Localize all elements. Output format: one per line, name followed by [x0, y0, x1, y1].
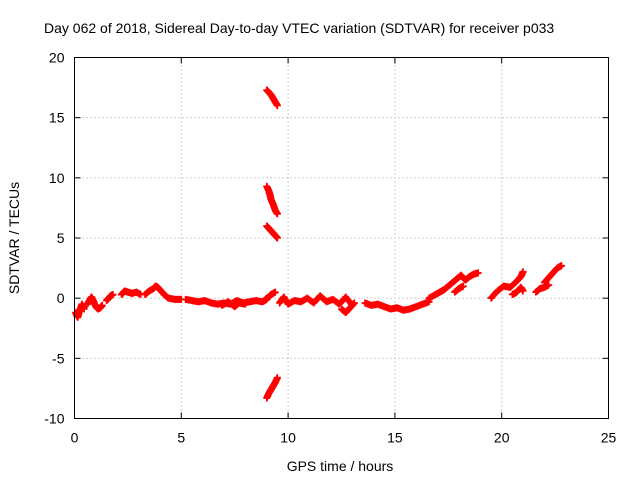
data-point [80, 305, 88, 313]
x-tick-label: 5 [177, 430, 185, 446]
grid-lines [74, 57, 609, 419]
data-point [273, 234, 281, 242]
data-point [459, 282, 467, 290]
data-point [519, 268, 527, 276]
data-point [98, 301, 106, 309]
data-point [109, 291, 117, 299]
x-tick-label: 0 [71, 430, 79, 446]
x-tick-label: 15 [387, 430, 403, 446]
chart-title: Day 062 of 2018, Sidereal Day-to-day VTE… [44, 20, 554, 36]
data-points [72, 86, 566, 402]
plot-border [74, 57, 609, 419]
y-tick-label: 10 [49, 170, 65, 186]
x-tick-labels: 0 5 10 15 20 25 [71, 430, 617, 446]
data-point [241, 300, 249, 308]
data-point [350, 299, 358, 307]
data-point [474, 269, 482, 277]
y-tick-label: 20 [49, 50, 65, 66]
y-tick-label: -5 [52, 350, 65, 366]
data-point [273, 102, 281, 110]
y-tick-labels: -10 -5 0 5 10 15 20 [44, 50, 64, 427]
x-tick-label: 25 [601, 430, 617, 446]
data-point [558, 262, 566, 270]
data-point [271, 288, 279, 296]
data-point [519, 287, 527, 295]
x-axis-label: GPS time / hours [287, 458, 394, 474]
y-tick-label: 15 [49, 110, 65, 126]
data-point [273, 210, 281, 218]
data-point [545, 281, 553, 289]
y-axis-label: SDTVAR / TECUs [6, 182, 22, 294]
x-tick-label: 20 [494, 430, 510, 446]
y-tick-label: 0 [57, 290, 65, 306]
data-point [273, 374, 281, 382]
x-tick-label: 10 [280, 430, 296, 446]
y-tick-label: -10 [44, 411, 64, 427]
y-tick-label: 5 [57, 230, 65, 246]
